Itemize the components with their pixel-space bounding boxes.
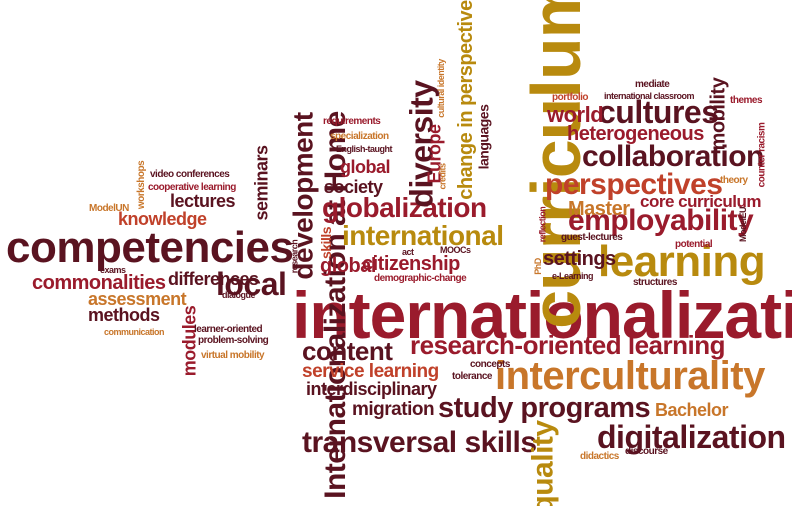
word-guest-lectures: guest-lectures xyxy=(561,232,623,243)
word-international: international xyxy=(342,220,504,251)
word-concepts: concepts xyxy=(470,359,510,370)
word-structures: structures xyxy=(633,277,677,288)
word-cultures: cultures xyxy=(598,94,719,130)
word-global-2: global xyxy=(320,255,376,277)
word-perspectives: perspectives xyxy=(545,168,723,201)
word-moocs: MOOCs xyxy=(440,245,471,255)
word-reflection: reflection xyxy=(537,206,548,243)
word-citizenship: citizenship xyxy=(362,253,460,275)
word-e-learning: e-Learning xyxy=(552,271,594,281)
word-themes: themes xyxy=(730,95,763,106)
word-theory: theory xyxy=(720,175,748,186)
word-modules: modules xyxy=(179,305,200,377)
word-study-programs: study programs xyxy=(438,392,651,424)
word-mediate: mediate xyxy=(635,79,670,90)
word-counter-racism: counter racism xyxy=(756,122,768,188)
word-communication: communication xyxy=(104,327,165,337)
word-skills: skills xyxy=(318,226,335,260)
word-portfolio: portfolio xyxy=(552,92,589,103)
word-modelun: ModelUN xyxy=(89,203,129,214)
word-heterogeneous: heterogeneous xyxy=(567,123,704,145)
word-digitalization: digitalization xyxy=(597,419,786,455)
word-core-curriculum: core curriculum xyxy=(640,192,762,211)
word-quality: quality xyxy=(526,420,560,506)
word-potential: potential xyxy=(675,239,713,250)
word-migration: migration xyxy=(352,399,435,420)
word-research-oriented-learning: research-oriented learning xyxy=(410,330,726,360)
word-specialization: specialization xyxy=(330,131,389,142)
word-dialogue: dialogue xyxy=(222,290,256,300)
word-seminars: seminars xyxy=(251,145,272,221)
word-society: society xyxy=(324,177,383,197)
word-globalization: globalization xyxy=(322,192,487,223)
word-master: Master xyxy=(568,198,630,220)
word-transversal-skills: transversal skills xyxy=(302,426,537,459)
word-credits: credits xyxy=(437,163,448,190)
word-settings: settings xyxy=(543,248,616,270)
word-international-classroom: international classroom xyxy=(604,91,695,101)
word-differences: differences xyxy=(168,269,259,289)
word-learning: learning xyxy=(598,237,766,286)
word-local: local xyxy=(216,266,287,302)
word-research: research xyxy=(289,239,300,274)
word-video-conferences: video conferences xyxy=(150,169,230,180)
word-didactics: didactics xyxy=(580,451,619,462)
word-assessment: assessment xyxy=(88,289,187,309)
word-service-learning: service learning xyxy=(302,361,439,382)
word-demographic-change: demographic-change xyxy=(374,273,467,284)
word-workshops: workshops xyxy=(136,160,148,210)
word-content: content xyxy=(302,336,393,366)
word-english-taught: English-taught xyxy=(336,144,393,154)
word-employability: employability xyxy=(568,204,754,237)
word-problem-solving: problem-solving xyxy=(198,335,269,346)
word-virtual-mobility: virtual mobility xyxy=(201,350,265,361)
word-cooperative-learning: cooperative learning xyxy=(148,182,236,193)
word-exams: exams xyxy=(100,265,126,275)
word-competencies: competencies xyxy=(6,223,294,272)
word-change-in-perspective: change in perspective xyxy=(454,0,477,200)
word-commonalities: commonalities xyxy=(32,272,166,294)
word-collaboration: collaboration xyxy=(582,140,764,173)
word-phd: PhD xyxy=(532,258,543,275)
word-discourse: discourse xyxy=(625,446,668,457)
word-act: act xyxy=(402,247,414,257)
word-requirements: requirements xyxy=(323,116,381,127)
word-methods: methods xyxy=(88,305,160,325)
word-lectures: lectures xyxy=(170,191,236,211)
word-world: world xyxy=(547,102,604,127)
word-interdisciplinary: interdisciplinary xyxy=(306,379,437,399)
word-cultural-identity: cultural identity xyxy=(435,59,446,118)
word-knowledge: knowledge xyxy=(118,209,207,229)
word-modeleu: ModelEU xyxy=(738,206,749,243)
word-mobility: mobility xyxy=(707,77,730,151)
word-tolerance: tolerance xyxy=(452,371,492,382)
word-bachelor: Bachelor xyxy=(655,400,729,420)
word-internationalization: internationalization xyxy=(292,278,792,352)
word-languages: languages xyxy=(475,104,492,170)
word-interculturality: interculturality xyxy=(495,354,765,398)
word-global-1: global xyxy=(340,157,391,177)
word-learner-oriented: learner-oriented xyxy=(194,324,263,335)
